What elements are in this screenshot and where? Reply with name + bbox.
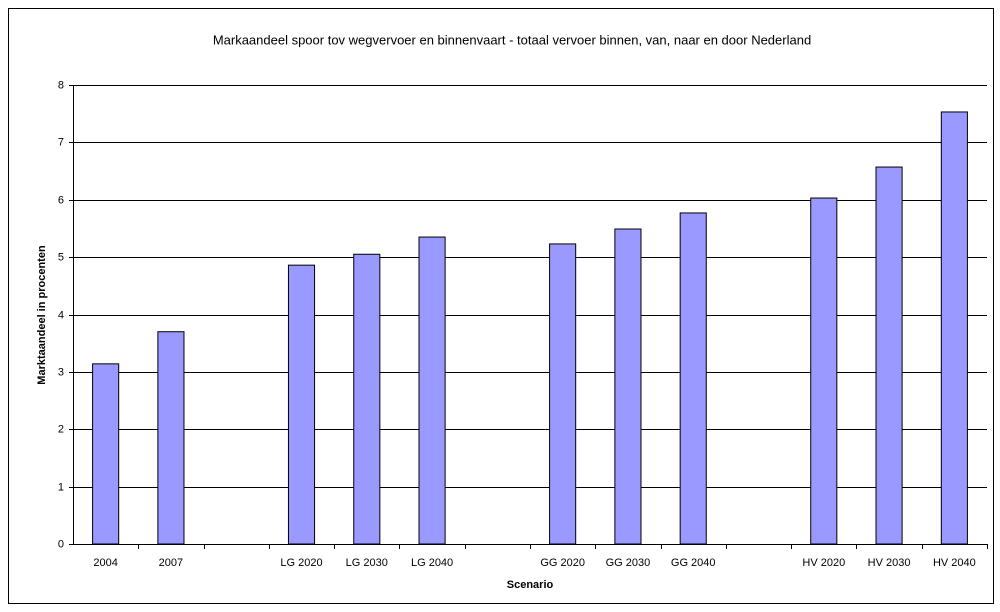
bar [418, 236, 446, 545]
bar [157, 331, 185, 545]
y-tick-label: 8 [58, 79, 64, 91]
x-tick-label: GG 2040 [671, 557, 716, 569]
y-tick-label: 6 [58, 194, 64, 206]
x-tick-label: LG 2040 [411, 557, 453, 569]
bar [810, 197, 838, 545]
y-tick-label: 0 [58, 538, 64, 550]
y-tick-label: 1 [58, 481, 64, 493]
x-tick-label: LG 2020 [280, 557, 322, 569]
y-tick-label: 5 [58, 251, 64, 263]
y-tick-label: 2 [58, 423, 64, 435]
x-tick-label: 2007 [159, 557, 183, 569]
x-tick-label: HV 2030 [868, 557, 911, 569]
bar [679, 212, 707, 545]
x-axis-label: Scenario [507, 579, 554, 591]
x-tick-label: 2004 [93, 557, 117, 569]
chart-title: Markaandeel spoor tov wegvervoer en binn… [213, 32, 811, 47]
x-tick-label: HV 2040 [933, 557, 976, 569]
y-axis-label: Marktaandeel in procenten [36, 245, 48, 385]
bar [614, 228, 642, 545]
chart-border [8, 8, 994, 604]
bar [940, 111, 968, 545]
bar [92, 363, 120, 545]
bar [353, 253, 381, 545]
x-tick-label: LG 2030 [346, 557, 388, 569]
x-tick-label: GG 2020 [540, 557, 585, 569]
y-tick-label: 3 [58, 366, 64, 378]
bar [875, 166, 903, 545]
bar [287, 264, 316, 545]
x-tick-label: GG 2030 [606, 557, 651, 569]
bar [549, 243, 577, 545]
y-tick-label: 4 [58, 309, 64, 321]
x-tick-label: HV 2020 [802, 557, 845, 569]
y-tick-label: 7 [58, 136, 64, 148]
